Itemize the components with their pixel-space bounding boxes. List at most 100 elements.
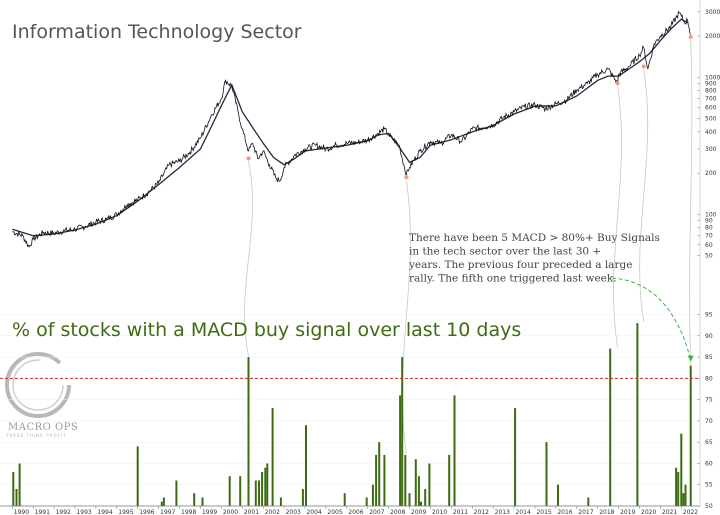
annotation-text: There have been 5 MACD > 80%+ Buy Signal…	[408, 232, 660, 285]
x-tick-label: 2011	[453, 509, 468, 515]
signal-bar	[343, 493, 346, 506]
signal-bar	[399, 395, 402, 506]
bar-tick-label: 75	[705, 397, 713, 404]
x-tick-label: 1992	[56, 509, 71, 515]
bar-tick-label: 85	[705, 354, 713, 361]
signal-bar	[587, 497, 590, 506]
x-tick-label: 1996	[139, 509, 154, 515]
signal-bar	[266, 463, 269, 506]
x-tick-label: 1994	[97, 509, 112, 515]
bottom-chart-title: % of stocks with a MACD buy signal over …	[12, 319, 521, 341]
signal-bar	[545, 442, 548, 506]
enso-inner-stroke	[12, 359, 64, 411]
signal-bar	[375, 454, 378, 506]
x-tick-label: 1998	[181, 509, 196, 515]
x-tick-label: 2007	[369, 509, 384, 515]
x-tick-label: 1990	[14, 509, 29, 515]
signal-bar	[675, 467, 678, 506]
signal-bar	[201, 497, 204, 506]
price-tick-label: 2000	[705, 33, 720, 40]
x-tick-label: 2013	[495, 509, 510, 515]
signal-bar	[680, 433, 683, 506]
signal-markers	[246, 34, 693, 180]
price-tick-label: 700	[705, 96, 717, 103]
signal-bar	[160, 501, 163, 506]
bar-tick-label: 60	[705, 460, 713, 467]
arrow-connector	[611, 277, 692, 360]
signal-bar	[247, 357, 250, 506]
price-tick-label: 900	[705, 81, 717, 88]
signal-bar	[682, 493, 685, 506]
signal-bar	[18, 463, 21, 506]
x-tick-label: 2020	[641, 509, 656, 515]
x-tick-label: 1993	[76, 509, 91, 515]
annotation-line: years. The previous four preceded a larg…	[408, 259, 632, 271]
signal-bar	[12, 472, 15, 506]
bar-tick-label: 55	[705, 482, 713, 489]
signal-bar	[254, 480, 257, 506]
signal-marker	[688, 34, 693, 40]
bar-tick-label: 95	[705, 312, 713, 319]
top-chart-title: Information Technology Sector	[12, 21, 302, 43]
signal-connector-line	[244, 161, 253, 357]
signal-bar	[383, 454, 386, 506]
signal-bar	[514, 408, 517, 506]
signal-bar	[261, 472, 264, 506]
signal-bar	[408, 493, 411, 506]
x-tick-label: 1995	[118, 509, 133, 515]
signal-bar	[193, 493, 196, 506]
signal-bar	[684, 484, 687, 506]
signal-bar	[448, 454, 451, 506]
bar-axis-ticks: 50 55 60 65 70 75 80 85 90 95	[697, 312, 713, 510]
price-tick-label: 80	[705, 225, 713, 232]
price-tick-label: 200	[705, 170, 717, 177]
signal-bar	[557, 484, 559, 506]
signal-bar	[453, 395, 456, 506]
price-tick-label: 3000	[705, 9, 720, 16]
signal-bar	[271, 408, 274, 506]
signal-bar	[175, 480, 178, 506]
bar-tick-label: 70	[705, 418, 713, 425]
price-tick-label: 90	[705, 218, 713, 225]
annotation-line: in the tech sector over the last 30 +	[409, 246, 601, 258]
signal-bar	[371, 484, 374, 506]
x-tick-label: 2017	[578, 509, 593, 515]
macro-ops-logo: MACRO OPS TRADE THINK PROFIT	[5, 352, 78, 438]
x-tick-label: 2022	[683, 509, 698, 515]
signal-bar	[417, 476, 420, 506]
signal-bar	[15, 489, 18, 506]
x-tick-label: 1997	[160, 509, 175, 515]
x-tick-label: 2005	[327, 509, 342, 515]
logo-subtext: TRADE THINK PROFIT	[5, 433, 66, 438]
annotation-line: There have been 5 MACD > 80%+ Buy Signal…	[409, 232, 660, 244]
signal-marker	[615, 81, 620, 86]
signal-connectors	[244, 39, 693, 455]
x-tick-label: 2015	[536, 509, 551, 515]
annotation-line: rally. The fifth one triggered last week…	[409, 273, 617, 285]
price-line	[12, 10, 692, 248]
signal-bar	[689, 365, 692, 506]
price-tick-label: 60	[705, 242, 713, 249]
signal-bar	[378, 442, 381, 506]
bar-tick-label: 90	[705, 333, 713, 340]
signal-bar	[428, 463, 431, 506]
signal-bar	[162, 497, 165, 506]
logo-text: MACRO OPS	[8, 422, 78, 433]
x-tick-label: 2019	[620, 509, 635, 515]
price-tick-label: 800	[705, 88, 717, 95]
x-tick-label: 1991	[35, 509, 50, 515]
signal-bar	[420, 501, 422, 506]
price-tick-label: 500	[705, 116, 717, 123]
signal-bar	[424, 489, 427, 506]
price-tick-label: 600	[705, 105, 717, 112]
x-tick-label: 2021	[662, 509, 677, 515]
signal-bar	[301, 489, 304, 506]
signal-marker	[404, 175, 409, 180]
x-tick-label: 2012	[474, 509, 489, 515]
x-tick-label: 2002	[265, 509, 280, 515]
arrow-head-icon	[687, 355, 694, 362]
x-tick-label: 1999	[202, 509, 217, 515]
